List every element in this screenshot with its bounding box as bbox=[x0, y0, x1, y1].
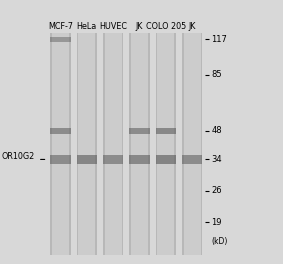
Bar bbox=[103, 155, 123, 164]
Bar bbox=[95, 33, 97, 255]
Bar bbox=[50, 155, 70, 164]
Text: 85: 85 bbox=[212, 70, 222, 79]
Bar bbox=[129, 33, 150, 255]
Bar bbox=[174, 33, 176, 255]
Bar bbox=[77, 155, 97, 164]
Bar bbox=[77, 33, 97, 255]
Bar bbox=[156, 33, 176, 255]
Bar bbox=[122, 33, 123, 255]
Bar bbox=[156, 128, 176, 134]
Text: 117: 117 bbox=[212, 35, 228, 44]
Bar bbox=[50, 128, 70, 134]
Text: MCF-7: MCF-7 bbox=[48, 22, 73, 31]
Text: COLO 205: COLO 205 bbox=[146, 22, 186, 31]
Text: HUVEC: HUVEC bbox=[99, 22, 127, 31]
Bar bbox=[129, 155, 150, 164]
Bar bbox=[182, 155, 202, 164]
Bar bbox=[69, 33, 70, 255]
Bar bbox=[129, 33, 131, 255]
Text: 19: 19 bbox=[212, 218, 222, 227]
Bar bbox=[182, 33, 202, 255]
Text: JK: JK bbox=[136, 22, 143, 31]
Text: JK: JK bbox=[188, 22, 196, 31]
Text: OR10G2: OR10G2 bbox=[1, 152, 35, 161]
Text: (kD): (kD) bbox=[212, 237, 228, 246]
Text: 26: 26 bbox=[212, 186, 222, 195]
Bar bbox=[77, 33, 78, 255]
Bar bbox=[50, 37, 70, 42]
Text: HeLa: HeLa bbox=[77, 22, 97, 31]
Bar bbox=[156, 155, 176, 164]
Bar bbox=[201, 33, 202, 255]
Bar bbox=[103, 33, 123, 255]
Text: 34: 34 bbox=[212, 155, 222, 164]
Bar bbox=[129, 128, 150, 134]
Text: 48: 48 bbox=[212, 126, 222, 135]
Bar bbox=[103, 33, 105, 255]
Bar bbox=[148, 33, 150, 255]
Bar bbox=[50, 33, 70, 255]
Bar bbox=[50, 33, 52, 255]
Bar bbox=[156, 33, 157, 255]
Bar bbox=[182, 33, 184, 255]
